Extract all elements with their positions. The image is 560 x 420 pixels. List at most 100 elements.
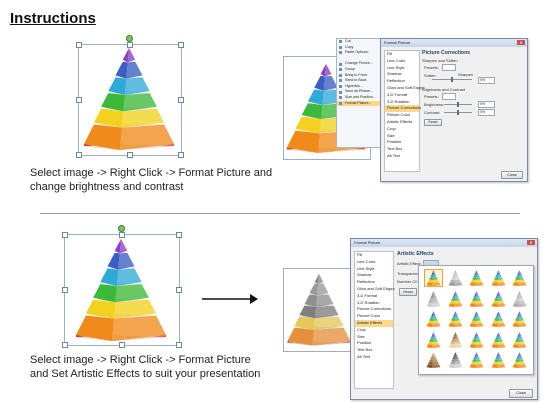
artistic-effect-thumbnail[interactable]: [425, 352, 442, 368]
presets-dropdown[interactable]: [442, 64, 456, 71]
artistic-effect-thumbnail[interactable]: [468, 290, 485, 307]
pyramid-layer-left: [491, 302, 497, 307]
pyramid-layer-right: [123, 93, 157, 112]
pyramid-layer-right: [454, 292, 458, 296]
nav-item[interactable]: Picture Color: [357, 313, 381, 319]
artistic-effect-thumbnail[interactable]: [511, 331, 528, 348]
menu-item[interactable]: Copy: [337, 45, 381, 51]
reset-button-2[interactable]: Reset: [399, 288, 417, 296]
pyramid-layer-left: [454, 290, 455, 294]
menu-item[interactable]: Size and Position...: [337, 95, 381, 101]
nav-item[interactable]: Picture Color: [387, 112, 411, 118]
nav-item[interactable]: Line Color: [387, 57, 406, 63]
artistic-effect-thumbnail[interactable]: [447, 311, 464, 327]
nav-item[interactable]: Artistic Effects: [355, 319, 393, 327]
nav-item[interactable]: Reflection: [357, 279, 375, 285]
pyramid-layer-left: [84, 124, 122, 150]
artistic-effect-thumbnail[interactable]: [447, 331, 464, 348]
menu-item[interactable]: Send to Back: [337, 78, 381, 84]
menu-item[interactable]: Bring to Front: [337, 73, 381, 79]
artistic-effect-thumbnail[interactable]: [490, 290, 507, 307]
pyramid-layer-left: [309, 283, 319, 296]
nav-item[interactable]: Alt Text: [387, 152, 401, 158]
artistic-effect-thumbnail[interactable]: [424, 269, 443, 287]
nav-item[interactable]: Line Style: [387, 64, 405, 70]
nav-item[interactable]: Line Color: [357, 258, 376, 264]
nav-item[interactable]: Reflection: [387, 78, 405, 84]
nav-item[interactable]: Position: [357, 340, 372, 346]
nav-item[interactable]: Shadow: [387, 71, 402, 77]
pyramid-layer-left: [314, 75, 325, 91]
close-icon-2[interactable]: ✕: [527, 240, 535, 245]
pyramid-layer-left: [426, 364, 433, 368]
contrast-value-field[interactable]: 0%: [478, 109, 495, 116]
brightness-value-field[interactable]: 0%: [478, 101, 495, 108]
nav-item[interactable]: Glow and Soft Edges: [357, 285, 395, 291]
thumbnail-pyramid: [426, 331, 441, 348]
pyramid-layer-left: [451, 356, 455, 360]
nav-item[interactable]: Text Box: [387, 146, 403, 152]
artistic-effect-thumbnail[interactable]: [511, 270, 528, 286]
sharpen-value-field[interactable]: 0%: [478, 77, 495, 84]
artistic-effect-thumbnail[interactable]: [468, 311, 485, 327]
artistic-effect-thumbnail[interactable]: [468, 331, 485, 348]
menu-item-label: Size and Position...: [345, 94, 376, 99]
nav-item[interactable]: Picture Corrections: [385, 105, 422, 113]
nav-item[interactable]: Glow and Soft Edges: [387, 84, 425, 90]
menu-item[interactable]: Cut: [337, 39, 381, 45]
artistic-effect-thumbnail[interactable]: [447, 270, 464, 286]
artistic-effect-thumbnail[interactable]: [490, 352, 507, 368]
artistic-effect-thumbnail[interactable]: [511, 311, 528, 327]
rotate-handle[interactable]: [126, 35, 133, 42]
nav-item[interactable]: Crop: [387, 125, 396, 131]
nav-item[interactable]: Position: [387, 139, 402, 145]
nav-item[interactable]: Fill: [357, 252, 363, 257]
pyramid-image-effected[interactable]: [286, 270, 352, 348]
nav-item[interactable]: 3-D Rotation: [387, 98, 410, 104]
artistic-effect-thumbnail[interactable]: [511, 290, 528, 307]
menu-item[interactable]: Format Picture...: [337, 100, 381, 107]
nav-item[interactable]: Size: [357, 333, 365, 339]
pyramid-image-original[interactable]: [82, 46, 176, 150]
pyramid-image-before[interactable]: [70, 237, 172, 341]
menu-item[interactable]: Change Picture...: [337, 61, 381, 67]
artistic-effect-thumbnail[interactable]: [468, 352, 485, 368]
close-button-2[interactable]: Close: [509, 389, 533, 398]
menu-item[interactable]: Paste Options:: [337, 50, 381, 56]
artistic-effect-thumbnail[interactable]: [490, 311, 507, 327]
nav-item[interactable]: Crop: [357, 326, 366, 332]
artistic-effect-thumbnail[interactable]: [447, 352, 464, 368]
nav-item[interactable]: 3-D Format: [387, 91, 408, 97]
artistic-effect-thumbnail[interactable]: [425, 290, 442, 307]
nav-item[interactable]: Fill: [387, 51, 393, 56]
close-button[interactable]: Close: [501, 171, 523, 179]
artistic-effect-thumbnail[interactable]: [468, 270, 485, 286]
artistic-effect-thumbnail[interactable]: [490, 270, 507, 286]
nav-item[interactable]: Shadow: [357, 272, 372, 278]
pyramid-layer-right: [454, 352, 456, 355]
artistic-effect-thumbnail[interactable]: [447, 290, 464, 307]
nav-item[interactable]: Line Style: [357, 265, 375, 271]
reset-button[interactable]: Reset: [424, 119, 442, 126]
nav-item[interactable]: Size: [387, 132, 395, 138]
artistic-effect-thumbnail[interactable]: [511, 352, 528, 368]
nav-item[interactable]: 3-D Format: [357, 292, 378, 298]
pyramid-layer-right: [312, 327, 351, 346]
nav-item[interactable]: 3-D Rotation: [357, 299, 380, 305]
nav-item[interactable]: Picture Corrections: [357, 306, 392, 312]
pyramid-layer-right: [433, 313, 436, 317]
menu-item[interactable]: Hyperlink...: [337, 84, 381, 90]
nav-item[interactable]: Artistic Effects: [387, 118, 413, 124]
pyramid-layer-left: [475, 270, 477, 273]
nav-item[interactable]: Alt Text: [357, 353, 371, 359]
artistic-effect-thumbnail[interactable]: [425, 331, 442, 348]
artistic-effect-thumbnail[interactable]: [490, 331, 507, 348]
rotate-handle-2[interactable]: [118, 225, 125, 232]
menu-item[interactable]: Save as Picture...: [337, 89, 381, 95]
menu-item[interactable]: Group: [337, 67, 381, 73]
nav-item[interactable]: Text Box: [357, 347, 373, 353]
contrast-label: Contrast:: [424, 110, 441, 115]
bc-presets-dropdown[interactable]: [442, 93, 456, 100]
artistic-effect-thumbnail[interactable]: [425, 311, 442, 327]
close-icon[interactable]: ✕: [517, 40, 525, 45]
